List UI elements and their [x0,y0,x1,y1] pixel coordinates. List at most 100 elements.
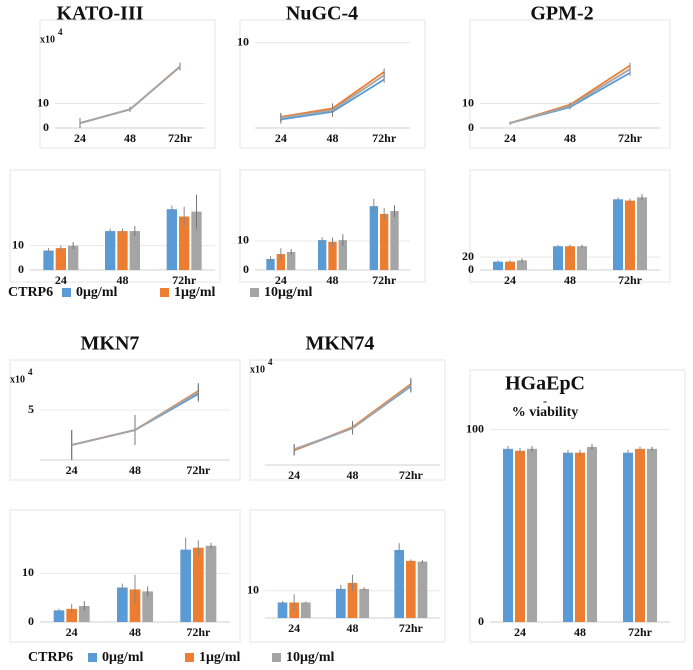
bar [66,608,77,622]
legend-swatch [160,288,169,297]
x-tick-label: 72hr [186,625,211,639]
bar [129,589,141,622]
x-tick-label: 48 [347,621,359,635]
legend-swatch [62,288,71,297]
panel-frame [469,19,671,149]
y-tick-label: 10 [37,95,49,109]
bar [105,231,116,270]
line [71,391,199,446]
legend-label: 0μg/ml [76,285,117,300]
x-tick-label: 72hr [618,131,643,145]
bar [637,197,647,270]
x-tick-label: 24 [504,273,516,287]
bar [635,448,645,622]
line [509,68,631,124]
x-tick-label: 24 [288,468,300,482]
line [293,383,412,452]
y-tick-label: 10 [462,95,474,109]
bar [347,582,358,618]
panel-title: KATO-III [56,3,143,25]
y-unit: x10 [10,374,25,385]
y-tick-label: 0 [28,614,34,628]
bar [515,450,525,622]
x-tick-label: 72hr [399,621,424,635]
x-tick-label: 48 [327,273,339,287]
bar [565,246,575,270]
bar [647,448,657,622]
x-tick-label: 24 [504,131,516,145]
bar [179,216,190,270]
x-tick-label: 48 [129,625,141,639]
bar [43,250,54,270]
panel-frame [9,359,241,481]
y-tick-label: 10 [247,583,259,597]
x-tick-label: 48 [564,273,576,287]
y-tick-label: 0 [18,262,24,276]
x-tick-label: 72hr [372,131,397,145]
x-tick-label: 24 [275,273,287,287]
y-tick-label: 0 [468,262,474,276]
x-tick-label: 24 [275,131,287,145]
x-tick-label: 48 [327,131,339,145]
x-tick-label: 24 [66,463,78,477]
panel-title: MKN74 [306,333,375,355]
y-unit: x10 [40,34,55,45]
x-tick-label: 24 [514,625,526,639]
y-tick-label: 0 [43,120,49,134]
panel-frame [469,169,671,283]
line [509,64,631,124]
bar [369,206,378,270]
bar [180,549,191,622]
y-unit-power: 4 [268,357,273,367]
x-tick-label: 72hr [186,463,211,477]
bar [493,261,503,270]
line [293,384,412,451]
bar [166,209,177,270]
x-tick-label: 72hr [168,131,193,145]
legend-label: 10μg/ml [264,285,312,300]
y-tick-label: 10 [237,233,249,247]
bar [577,246,587,270]
annotation: - [543,394,547,408]
panel-frame [9,169,221,283]
x-tick-label: 48 [347,468,359,482]
bar [527,448,537,622]
bar [613,199,623,270]
y-tick-label: 0 [243,262,249,276]
legend-label: 1μg/ml [174,285,215,300]
bar [417,561,428,618]
y-unit: x10 [250,364,265,375]
legend-label: 1μg/ml [199,650,240,665]
bar [625,200,635,270]
bar [336,588,346,618]
x-tick-label: 24 [288,621,300,635]
bar [390,211,399,270]
x-tick-label: 48 [574,625,586,639]
x-tick-label: 48 [124,131,136,145]
x-tick-label: 72hr [372,273,397,287]
x-tick-label: 72hr [172,273,197,287]
bar [553,246,563,270]
y-tick-label: 20 [462,249,474,263]
bar [191,211,202,270]
line [79,66,181,124]
y-tick-label: 10 [12,237,24,251]
panel-frame [469,369,686,643]
panel-frame [9,509,241,643]
legend-label: 10μg/ml [286,650,334,665]
y-tick-label: 100 [466,421,484,435]
bar [503,448,513,622]
bar [517,260,527,270]
panel-title: GPM-2 [530,3,593,25]
x-tick-label: 72hr [399,468,424,482]
bar [328,241,337,270]
legend-swatch [250,288,259,297]
y-unit-power: 4 [58,27,63,37]
x-tick-label: 48 [129,463,141,477]
bar [193,547,204,622]
panel-frame [249,509,446,643]
x-tick-label: 72hr [628,625,653,639]
bar [142,591,153,622]
y-tick-label: 0 [478,614,484,628]
x-tick-label: 24 [66,625,78,639]
